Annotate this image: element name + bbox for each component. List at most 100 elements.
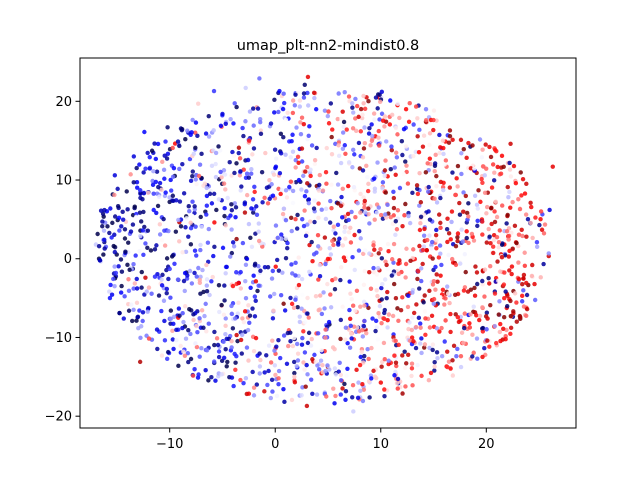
- scatter-point: [340, 146, 346, 151]
- scatter-point: [333, 372, 339, 377]
- scatter-point: [270, 193, 276, 198]
- scatter-point: [429, 239, 435, 245]
- scatter-point: [324, 181, 329, 186]
- scatter-point: [170, 174, 176, 179]
- scatter-point: [306, 330, 312, 336]
- scatter-point: [317, 307, 322, 312]
- scatter-point: [251, 393, 257, 398]
- scatter-point: [498, 171, 504, 176]
- scatter-point: [317, 262, 322, 268]
- scatter-point: [510, 246, 515, 251]
- scatter-point: [532, 297, 538, 303]
- scatter-point: [240, 316, 245, 321]
- scatter-point: [112, 232, 117, 237]
- scatter-point: [361, 282, 367, 288]
- scatter-point: [212, 329, 217, 335]
- scatter-point: [135, 185, 140, 190]
- scatter-point: [238, 169, 243, 174]
- scatter-point: [414, 302, 419, 307]
- scatter-point: [299, 342, 305, 347]
- scatter-point: [278, 355, 283, 361]
- scatter-point: [445, 349, 450, 354]
- plot-frame: [79, 57, 577, 429]
- scatter-point: [160, 272, 165, 278]
- scatter-point: [509, 264, 515, 269]
- scatter-point: [244, 192, 250, 198]
- scatter-point: [469, 231, 475, 237]
- scatter-point: [362, 125, 367, 130]
- scatter-point: [273, 165, 278, 171]
- scatter-point: [388, 215, 393, 220]
- scatter-point: [295, 358, 301, 363]
- scatter-point: [528, 200, 533, 206]
- scatter-point: [278, 131, 284, 137]
- scatter-point: [305, 90, 310, 96]
- scatter-point: [448, 311, 453, 317]
- scatter-point: [251, 273, 256, 278]
- scatter-point: [185, 128, 190, 133]
- scatter-point: [204, 262, 209, 268]
- scatter-point: [198, 291, 203, 296]
- scatter-point: [497, 299, 502, 304]
- scatter-point: [187, 268, 193, 274]
- scatter-point: [191, 317, 196, 323]
- scatter-point: [112, 214, 118, 219]
- scatter-point: [229, 202, 234, 207]
- scatter-point: [243, 85, 248, 91]
- scatter-point: [156, 293, 162, 298]
- scatter-point: [194, 274, 199, 279]
- scatter-point: [120, 217, 126, 222]
- scatter-point: [142, 292, 147, 297]
- scatter-point: [305, 295, 310, 301]
- scatter-point: [332, 346, 337, 352]
- scatter-point: [504, 221, 509, 226]
- scatter-point: [342, 143, 348, 148]
- scatter-point: [406, 326, 411, 332]
- scatter-point: [252, 263, 258, 268]
- scatter-point: [406, 213, 411, 219]
- scatter-point: [423, 332, 428, 338]
- scatter-point: [386, 358, 391, 363]
- scatter-point: [196, 265, 201, 271]
- scatter-point: [464, 235, 469, 241]
- scatter-point: [241, 380, 246, 386]
- scatter-point: [382, 277, 388, 282]
- scatter-point: [423, 117, 429, 123]
- scatter-point: [333, 231, 338, 236]
- scatter-point: [246, 303, 251, 308]
- scatter-point: [447, 133, 453, 139]
- scatter-point: [229, 303, 234, 309]
- scatter-point: [389, 144, 394, 149]
- scatter-point: [281, 386, 286, 392]
- scatter-point: [459, 151, 464, 156]
- scatter-point: [409, 335, 415, 340]
- scatter-point: [193, 177, 198, 182]
- scatter-point: [310, 259, 315, 264]
- scatter-point: [360, 382, 365, 387]
- scatter-point: [471, 350, 476, 355]
- scatter-point: [466, 240, 471, 246]
- scatter-point: [223, 187, 228, 192]
- scatter-point: [444, 226, 450, 232]
- scatter-point: [290, 132, 295, 137]
- scatter-point: [168, 316, 174, 321]
- scatter-point: [288, 179, 294, 184]
- scatter-point: [142, 224, 147, 230]
- scatter-point: [149, 148, 155, 153]
- scatter-point: [194, 323, 199, 329]
- scatter-point: [420, 247, 426, 253]
- scatter-point: [360, 168, 366, 173]
- scatter-point: [343, 389, 349, 394]
- scatter-point: [419, 266, 424, 271]
- scatter-point: [301, 173, 306, 179]
- scatter-point: [206, 113, 211, 119]
- scatter-point: [330, 238, 335, 244]
- scatter-point: [224, 264, 229, 270]
- scatter-point: [508, 205, 513, 210]
- scatter-point: [346, 230, 352, 235]
- scatter-point: [152, 274, 158, 279]
- scatter-point: [470, 354, 475, 359]
- scatter-point: [190, 117, 195, 123]
- scatter-point: [177, 143, 182, 149]
- scatter-point: [223, 316, 228, 321]
